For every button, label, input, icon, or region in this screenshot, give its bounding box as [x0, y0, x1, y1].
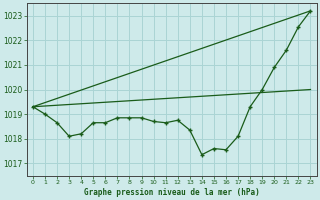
X-axis label: Graphe pression niveau de la mer (hPa): Graphe pression niveau de la mer (hPa) — [84, 188, 260, 197]
